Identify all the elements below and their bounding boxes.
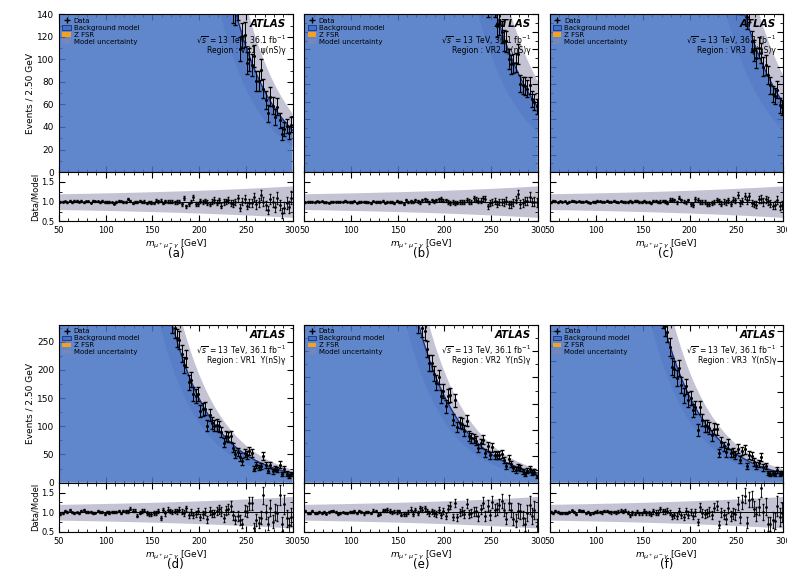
Legend: Data, Background model, Z FSR, Model uncertainty: Data, Background model, Z FSR, Model unc… xyxy=(61,327,141,357)
Text: (c): (c) xyxy=(659,247,674,260)
Legend: Data, Background model, Z FSR, Model uncertainty: Data, Background model, Z FSR, Model unc… xyxy=(306,327,386,357)
Text: Region : VR1  ψ(nS)γ: Region : VR1 ψ(nS)γ xyxy=(207,46,286,55)
X-axis label: $m_{\mu^+\mu^-\gamma}$ [GeV]: $m_{\mu^+\mu^-\gamma}$ [GeV] xyxy=(145,549,207,562)
Text: $\sqrt{s}$ = 13 TeV, 36.1 fb$^{-1}$: $\sqrt{s}$ = 13 TeV, 36.1 fb$^{-1}$ xyxy=(441,344,530,358)
Text: $\sqrt{s}$ = 13 TeV, 36.1 fb$^{-1}$: $\sqrt{s}$ = 13 TeV, 36.1 fb$^{-1}$ xyxy=(196,344,286,358)
Y-axis label: Data/Model: Data/Model xyxy=(31,483,39,531)
Text: $\sqrt{s}$ = 13 TeV, 36.1 fb$^{-1}$: $\sqrt{s}$ = 13 TeV, 36.1 fb$^{-1}$ xyxy=(441,33,530,47)
Text: $\sqrt{s}$ = 13 TeV, 36.1 fb$^{-1}$: $\sqrt{s}$ = 13 TeV, 36.1 fb$^{-1}$ xyxy=(686,344,776,358)
Y-axis label: Data/Model: Data/Model xyxy=(31,173,39,221)
Text: ATLAS: ATLAS xyxy=(249,329,286,340)
Y-axis label: Events / 2.50 GeV: Events / 2.50 GeV xyxy=(25,53,34,134)
Text: (a): (a) xyxy=(168,247,184,260)
Legend: Data, Background model, Z FSR, Model uncertainty: Data, Background model, Z FSR, Model unc… xyxy=(61,17,141,46)
Text: (d): (d) xyxy=(168,558,184,571)
Text: ATLAS: ATLAS xyxy=(249,19,286,29)
Text: (b): (b) xyxy=(412,247,430,260)
Text: Region : VR2  Υ(nS)γ: Region : VR2 Υ(nS)γ xyxy=(453,356,530,366)
X-axis label: $m_{\mu^+\mu^-\gamma}$ [GeV]: $m_{\mu^+\mu^-\gamma}$ [GeV] xyxy=(145,238,207,251)
X-axis label: $m_{\mu^+\mu^-\gamma}$ [GeV]: $m_{\mu^+\mu^-\gamma}$ [GeV] xyxy=(635,549,697,562)
X-axis label: $m_{\mu^+\mu^-\gamma}$ [GeV]: $m_{\mu^+\mu^-\gamma}$ [GeV] xyxy=(635,238,697,251)
Text: ATLAS: ATLAS xyxy=(740,19,776,29)
X-axis label: $m_{\mu^+\mu^-\gamma}$ [GeV]: $m_{\mu^+\mu^-\gamma}$ [GeV] xyxy=(390,549,453,562)
Text: Region : VR3  Υ(nS)γ: Region : VR3 Υ(nS)γ xyxy=(697,356,776,366)
Legend: Data, Background model, Z FSR, Model uncertainty: Data, Background model, Z FSR, Model unc… xyxy=(552,17,631,46)
Text: (e): (e) xyxy=(413,558,429,571)
Legend: Data, Background model, Z FSR, Model uncertainty: Data, Background model, Z FSR, Model unc… xyxy=(552,327,631,357)
X-axis label: $m_{\mu^+\mu^-\gamma}$ [GeV]: $m_{\mu^+\mu^-\gamma}$ [GeV] xyxy=(390,238,453,251)
Text: $\sqrt{s}$ = 13 TeV, 36.1 fb$^{-1}$: $\sqrt{s}$ = 13 TeV, 36.1 fb$^{-1}$ xyxy=(686,33,776,47)
Text: Region : VR2  ψ(nS)γ: Region : VR2 ψ(nS)γ xyxy=(452,46,530,55)
Legend: Data, Background model, Z FSR, Model uncertainty: Data, Background model, Z FSR, Model unc… xyxy=(306,17,386,46)
Text: Region : VR3  ψ(nS)γ: Region : VR3 ψ(nS)γ xyxy=(697,46,776,55)
Text: Region : VR1  Υ(nS)γ: Region : VR1 Υ(nS)γ xyxy=(207,356,286,366)
Text: ATLAS: ATLAS xyxy=(740,329,776,340)
Text: $\sqrt{s}$ = 13 TeV, 36.1 fb$^{-1}$: $\sqrt{s}$ = 13 TeV, 36.1 fb$^{-1}$ xyxy=(196,33,286,47)
Y-axis label: Events / 2.50 GeV: Events / 2.50 GeV xyxy=(25,363,34,444)
Text: (f): (f) xyxy=(660,558,673,571)
Text: ATLAS: ATLAS xyxy=(494,19,530,29)
Text: ATLAS: ATLAS xyxy=(494,329,530,340)
